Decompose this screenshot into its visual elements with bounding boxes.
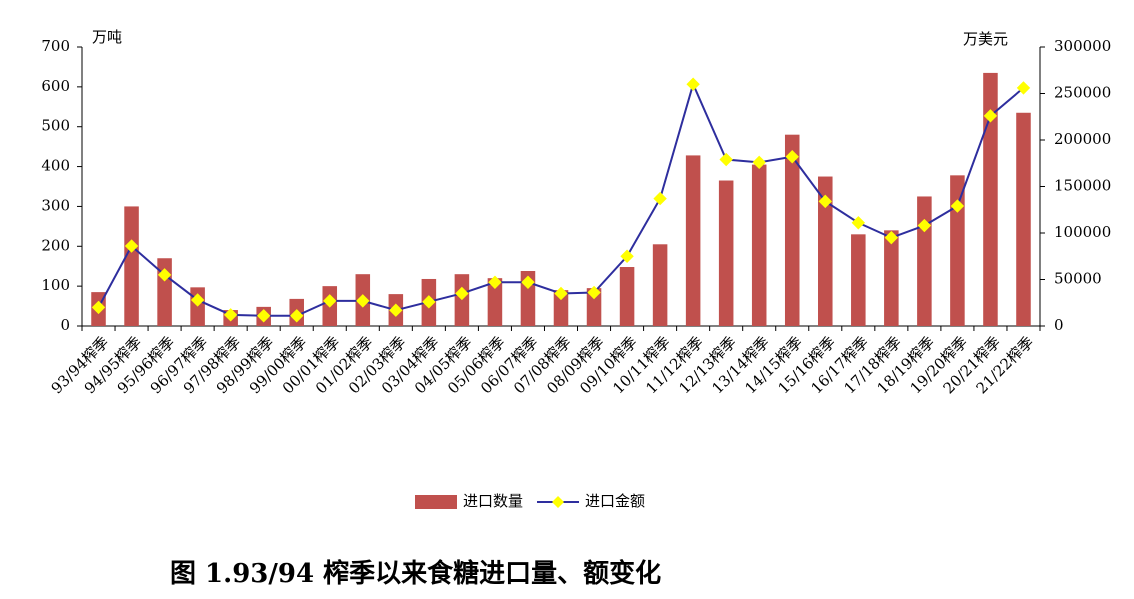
marker <box>686 77 700 91</box>
marker <box>290 309 304 323</box>
marker <box>91 300 106 315</box>
y2-tick-label: 50000 <box>1054 270 1102 288</box>
y-tick-label: 300 <box>41 196 70 214</box>
bar <box>487 278 503 326</box>
marker <box>389 303 403 317</box>
bar <box>983 72 998 327</box>
bar <box>917 196 932 326</box>
bar <box>751 164 767 326</box>
bar <box>950 175 965 326</box>
legend-swatch <box>415 495 457 509</box>
y-tick-label: 200 <box>41 236 70 254</box>
legend-label: 进口金额 <box>585 492 645 510</box>
legend-label: 进口数量 <box>463 492 523 510</box>
marker <box>1016 81 1031 95</box>
y-tick-label: 500 <box>41 117 70 135</box>
bar <box>851 234 866 326</box>
marker <box>983 109 998 123</box>
marker <box>323 294 337 308</box>
y2-tick-label: 250000 <box>1054 84 1111 102</box>
marker <box>455 286 469 301</box>
marker <box>488 275 502 289</box>
bar <box>586 288 602 326</box>
marker <box>256 309 271 323</box>
marker <box>950 199 965 213</box>
bar <box>190 287 205 326</box>
marker <box>818 194 832 209</box>
marker <box>752 155 766 170</box>
y2-tick-label: 0 <box>1054 316 1064 334</box>
y2-tick-label: 200000 <box>1054 130 1111 148</box>
y-tick-label: 400 <box>41 157 70 175</box>
y-tick-label: 700 <box>41 37 70 55</box>
marker <box>851 216 866 230</box>
marker <box>884 230 899 245</box>
y-tick-label: 600 <box>41 77 70 95</box>
marker <box>124 239 139 253</box>
marker <box>157 268 172 282</box>
y2-tick-label: 150000 <box>1054 177 1111 195</box>
marker <box>554 286 568 301</box>
legend-swatch <box>552 496 565 508</box>
y2-axis-title: 万美元 <box>963 30 1008 48</box>
marker <box>587 285 601 300</box>
marker <box>785 150 799 164</box>
y-axis-title: 万吨 <box>92 28 122 46</box>
marker <box>422 295 436 309</box>
bar <box>884 230 899 326</box>
bar <box>718 180 734 326</box>
bar <box>685 155 701 326</box>
bar <box>1016 112 1031 326</box>
marker <box>719 152 733 167</box>
y-tick-label: 0 <box>60 316 70 334</box>
bar <box>652 244 668 326</box>
marker <box>917 218 932 233</box>
marker <box>521 275 535 289</box>
marker <box>653 191 667 206</box>
marker <box>223 308 238 322</box>
marker <box>356 294 370 308</box>
y2-tick-label: 100000 <box>1054 223 1111 241</box>
bar <box>124 206 139 326</box>
bar <box>619 267 635 326</box>
caption: 图 1.93/94 榨季以来食糖进口量、额变化 <box>170 558 661 589</box>
bar <box>784 134 800 326</box>
bar <box>818 176 833 326</box>
marker <box>190 293 205 307</box>
y2-tick-label: 300000 <box>1054 37 1111 55</box>
bar <box>553 290 569 326</box>
y-tick-label: 100 <box>41 276 70 294</box>
marker <box>620 249 634 263</box>
